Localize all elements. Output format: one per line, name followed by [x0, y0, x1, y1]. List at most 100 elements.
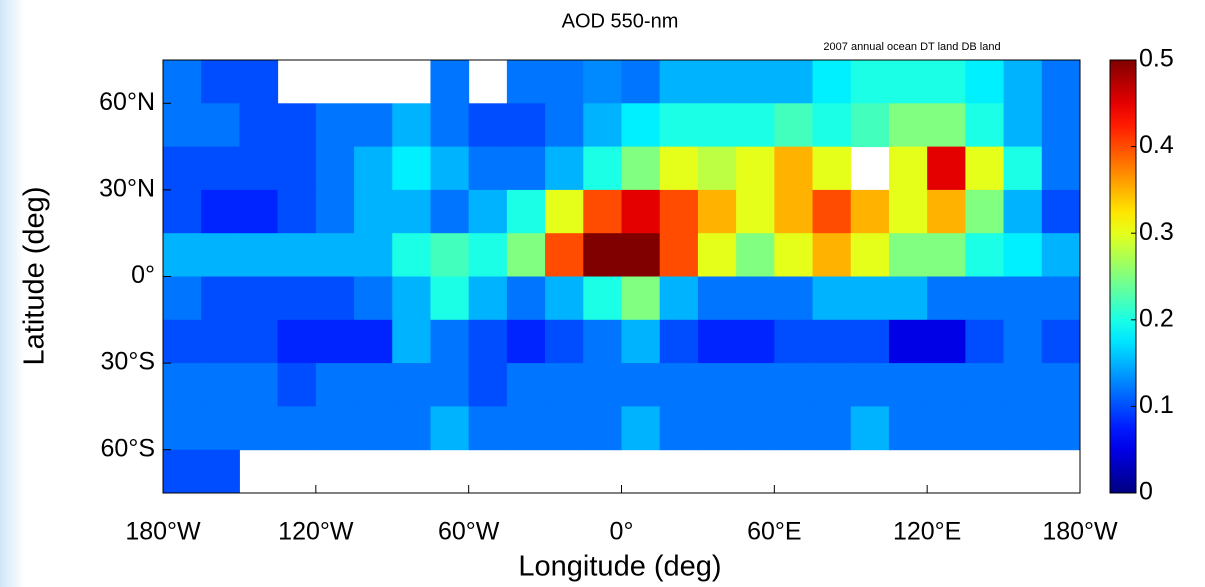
- aod-cell: [1041, 146, 1081, 191]
- aod-cell: [201, 449, 240, 494]
- aod-cell: [1041, 276, 1081, 321]
- aod-cell: [506, 60, 546, 104]
- aod-cell: [468, 276, 508, 321]
- aod-cell: [812, 363, 852, 407]
- aod-cell: [621, 146, 661, 191]
- aod-cell: [468, 146, 508, 191]
- aod-cell: [659, 276, 699, 321]
- aod-cell: [1003, 103, 1043, 148]
- aod-cell: [888, 60, 928, 104]
- aod-cell: [354, 276, 393, 321]
- aod-cell: [545, 60, 584, 104]
- aod-cell: [697, 146, 737, 191]
- aod-cell: [163, 103, 202, 148]
- aod-cell: [163, 319, 202, 364]
- aod-cell: [545, 363, 584, 407]
- aod-cell: [277, 189, 317, 234]
- aod-cell: [812, 406, 852, 451]
- aod-cell: [583, 146, 622, 191]
- aod-cell: [697, 103, 737, 148]
- colorbar-tick-label: 0.1: [1139, 391, 1174, 419]
- aod-cell: [239, 406, 279, 451]
- aod-cell: [736, 60, 775, 104]
- y-tick-label: 60°S: [101, 434, 155, 462]
- aod-cell: [392, 319, 431, 364]
- aod-cell: [850, 60, 890, 104]
- aod-cell: [621, 363, 661, 407]
- aod-cell: [659, 233, 699, 277]
- aod-cell: [774, 103, 814, 148]
- aod-cell: [468, 406, 508, 451]
- x-tick-label: 60°E: [747, 518, 801, 546]
- aod-cell: [1003, 60, 1043, 104]
- aod-cell: [1003, 233, 1043, 277]
- y-tick-label: 0°: [131, 261, 155, 289]
- aod-cell: [812, 60, 852, 104]
- aod-cell: [659, 103, 699, 148]
- aod-cell: [927, 276, 966, 321]
- aod-cell: [659, 406, 699, 451]
- aod-cell: [201, 60, 240, 104]
- aod-cell: [1041, 363, 1081, 407]
- aod-cell: [315, 319, 355, 364]
- aod-cell: [163, 189, 202, 234]
- aod-cell: [239, 103, 279, 148]
- aod-cell: [812, 319, 852, 364]
- aod-cell: [1041, 319, 1081, 364]
- aod-cell: [583, 406, 622, 451]
- aod-cell: [201, 276, 240, 321]
- aod-cell: [965, 319, 1005, 364]
- aod-cell: [697, 233, 737, 277]
- aod-cell: [201, 233, 240, 277]
- aod-cell: [239, 363, 279, 407]
- aod-cell: [812, 233, 852, 277]
- colorbar-tick-label: 0.3: [1139, 218, 1174, 246]
- aod-cell: [545, 189, 584, 234]
- aod-cell: [468, 233, 508, 277]
- aod-cell: [430, 189, 470, 234]
- aod-cell: [621, 406, 661, 451]
- aod-cell: [812, 189, 852, 234]
- aod-cell: [736, 406, 775, 451]
- aod-cell: [354, 189, 393, 234]
- aod-cell: [315, 406, 355, 451]
- aod-cell: [927, 60, 966, 104]
- map-cells: [163, 60, 1081, 494]
- aod-cell: [774, 233, 814, 277]
- aod-cell: [927, 363, 966, 407]
- aod-cell: [850, 319, 890, 364]
- aod-cell: [163, 449, 202, 494]
- aod-cell: [888, 406, 928, 451]
- aod-cell: [965, 276, 1005, 321]
- aod-cell: [545, 276, 584, 321]
- aod-cell: [430, 276, 470, 321]
- aod-cell: [392, 146, 431, 191]
- aod-cell: [736, 363, 775, 407]
- aod-cell: [888, 233, 928, 277]
- aod-cell: [545, 146, 584, 191]
- aod-cell: [850, 363, 890, 407]
- aod-cell: [468, 189, 508, 234]
- aod-cell: [506, 146, 546, 191]
- y-axis-label: Latitude (deg): [19, 187, 51, 366]
- aod-cell: [659, 146, 699, 191]
- aod-cell: [315, 363, 355, 407]
- aod-cell: [163, 233, 202, 277]
- aod-cell: [392, 276, 431, 321]
- aod-cell: [201, 319, 240, 364]
- aod-cell: [1041, 103, 1081, 148]
- aod-cell: [468, 103, 508, 148]
- colorbar-tick-label: 0.2: [1139, 304, 1174, 332]
- aod-cell: [583, 233, 622, 277]
- aod-cell: [965, 189, 1005, 234]
- aod-cell: [1003, 319, 1043, 364]
- aod-cell: [812, 276, 852, 321]
- aod-cell: [430, 319, 470, 364]
- aod-cell: [277, 363, 317, 407]
- aod-cell: [545, 233, 584, 277]
- x-tick-label: 60°W: [438, 518, 500, 546]
- aod-cell: [163, 363, 202, 407]
- aod-cell: [315, 233, 355, 277]
- aod-cell: [583, 189, 622, 234]
- aod-cell: [927, 189, 966, 234]
